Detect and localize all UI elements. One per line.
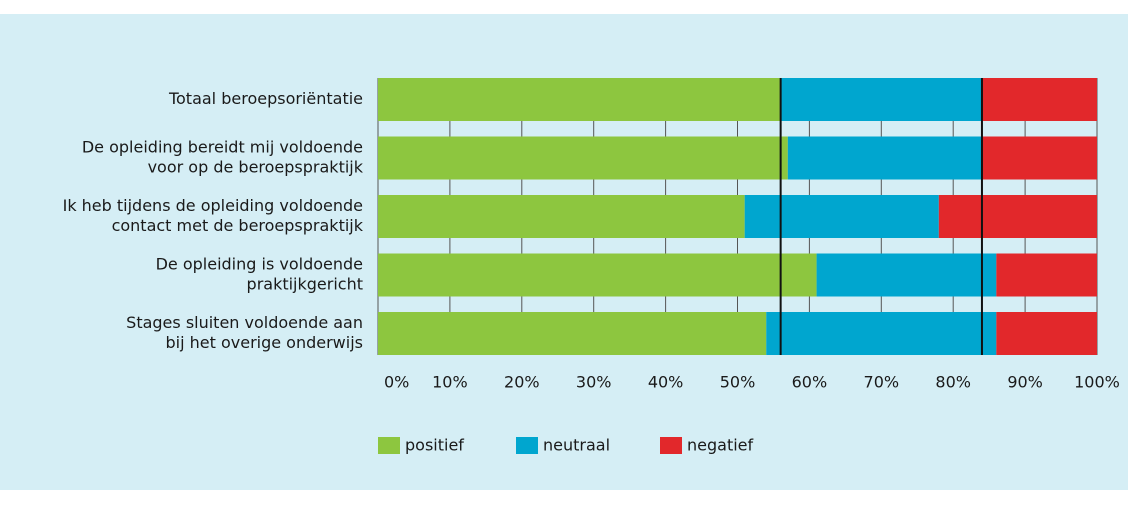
legend-swatch — [660, 437, 682, 454]
bar-segment — [787, 136, 982, 180]
legend-label: positief — [405, 436, 464, 455]
category-label: Stages sluiten voldoende aan — [126, 313, 363, 332]
bar-segment — [378, 78, 781, 121]
bar-segment — [378, 195, 745, 238]
x-tick-label: 40% — [648, 373, 684, 392]
legend-swatch — [378, 437, 400, 454]
bar-segment — [981, 136, 1097, 180]
category-label: voor op de beroepspraktijk — [148, 158, 364, 177]
x-tick-label: 100% — [1074, 373, 1120, 392]
bar-segment — [816, 253, 997, 297]
bar-segment — [780, 78, 982, 121]
legend-label: negatief — [687, 436, 754, 455]
x-tick-label: 60% — [792, 373, 828, 392]
bar-segment — [744, 195, 939, 238]
x-tick-label: 20% — [504, 373, 540, 392]
x-tick-label: 30% — [576, 373, 612, 392]
category-label: Ik heb tijdens de opleiding voldoende — [63, 196, 363, 215]
category-label: Totaal beroepsoriëntatie — [168, 89, 363, 108]
bar-segment — [378, 136, 788, 180]
bar-segment — [981, 78, 1097, 121]
x-tick-label: 0% — [384, 373, 409, 392]
category-label: praktijkgericht — [247, 275, 363, 294]
x-tick-label: 70% — [864, 373, 900, 392]
legend-label: neutraal — [543, 436, 610, 455]
x-tick-label: 10% — [432, 373, 468, 392]
category-label: De opleiding bereidt mij voldoende — [82, 138, 363, 157]
x-tick-label: 90% — [1007, 373, 1043, 392]
bar-segment — [996, 253, 1097, 297]
bar-segment — [766, 312, 997, 355]
bar-segment — [938, 195, 1097, 238]
x-tick-label: 80% — [935, 373, 971, 392]
legend-swatch — [516, 437, 538, 454]
category-label: bij het overige onderwijs — [165, 333, 363, 352]
bar-segment — [378, 312, 767, 355]
x-tick-label: 50% — [720, 373, 756, 392]
bar-segment — [996, 312, 1097, 355]
bar-segment — [378, 253, 817, 297]
category-label: contact met de beroepspraktijk — [112, 216, 364, 235]
category-label: De opleiding is voldoende — [156, 255, 363, 274]
